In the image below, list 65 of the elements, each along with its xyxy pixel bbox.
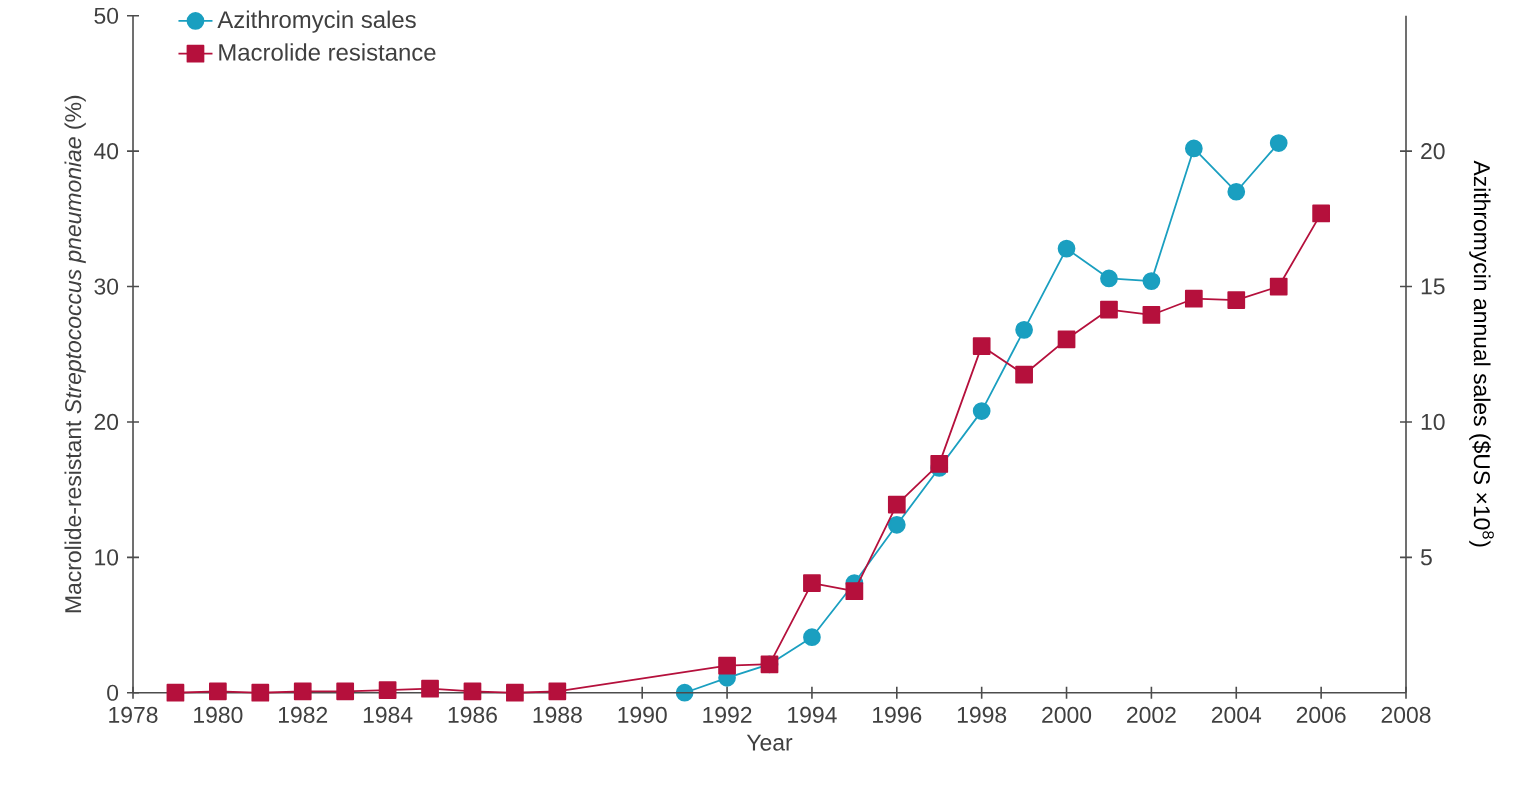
point — [1057, 239, 1076, 258]
x-tick-label: 1978 — [109, 706, 158, 724]
point — [548, 682, 567, 701]
y-tick-label: 40 — [94, 143, 119, 160]
point — [1142, 306, 1161, 324]
x-tick-label: 2000 — [1042, 706, 1092, 724]
point — [1142, 272, 1161, 291]
legend-label: Macrolide resistance — [219, 43, 436, 61]
point — [803, 574, 821, 593]
x-tick-label: 1994 — [788, 706, 837, 724]
point — [421, 679, 439, 698]
y-tick-label: 10 — [95, 549, 119, 566]
point — [887, 516, 906, 534]
y2-tick-label: 15 — [1421, 278, 1445, 295]
point — [336, 682, 355, 701]
x-tick-label: 2008 — [1381, 706, 1431, 724]
point — [803, 628, 821, 647]
y2-axis-title: Azithromycin annual sales ($US ×10$^{8}$) — [1469, 160, 1494, 547]
point — [845, 582, 864, 601]
point — [1312, 204, 1331, 223]
point — [166, 683, 185, 702]
point — [251, 683, 270, 702]
point — [718, 656, 736, 675]
y2-tick-label: 20 — [1421, 143, 1445, 160]
x-tick-label: 2006 — [1296, 706, 1346, 724]
point — [1015, 365, 1033, 384]
point — [972, 402, 991, 421]
x-axis-title: Year — [746, 734, 793, 751]
point — [1184, 289, 1203, 308]
x-tick-label: 1988 — [533, 706, 582, 724]
y2-tick-label: 10 — [1421, 413, 1445, 431]
y2-tick-label: 5 — [1420, 549, 1432, 566]
point — [1100, 300, 1118, 319]
x-tick-label: 1984 — [363, 706, 413, 724]
point — [1100, 269, 1118, 288]
point — [1057, 330, 1076, 349]
point — [1015, 321, 1033, 339]
point — [506, 683, 524, 702]
point — [1269, 134, 1288, 153]
point — [1227, 291, 1246, 310]
x-tick-label: 1996 — [873, 706, 922, 724]
point — [1184, 139, 1203, 158]
point — [463, 682, 482, 701]
point — [1269, 277, 1288, 296]
point — [378, 681, 397, 700]
y-axis-title: Macrolide-resistant Streptococcus pneumoniae (%) — [64, 95, 86, 613]
x-tick-label: 1982 — [279, 706, 328, 724]
point — [972, 337, 991, 356]
y-tick-label: 30 — [94, 278, 119, 295]
y-tick-label: 20 — [94, 413, 119, 431]
y-tick-label: 50 — [94, 7, 119, 24]
y-tick-label: 0 — [107, 684, 119, 701]
x-tick-label: 1992 — [703, 706, 752, 724]
point — [930, 455, 949, 473]
legend-label: Azithromycin sales — [217, 10, 416, 33]
x-tick-label: 1998 — [957, 706, 1007, 724]
x-tick-label: 2004 — [1211, 706, 1262, 724]
point — [1227, 183, 1246, 201]
x-tick-label: 1980 — [194, 706, 243, 724]
point — [209, 682, 227, 701]
point — [887, 495, 906, 514]
x-tick-label: 1986 — [448, 706, 497, 724]
point — [293, 682, 312, 701]
x-tick-label: 1990 — [618, 706, 667, 724]
x-tick-label: 2002 — [1127, 706, 1176, 724]
